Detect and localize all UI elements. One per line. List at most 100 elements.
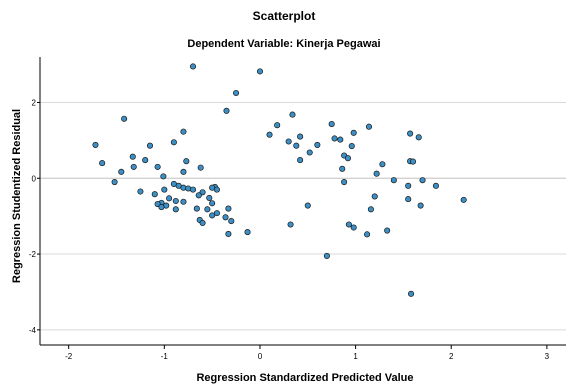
- data-point: [364, 231, 371, 238]
- data-point: [314, 141, 321, 148]
- data-point: [158, 204, 165, 211]
- data-point: [348, 143, 355, 150]
- data-point: [204, 206, 211, 213]
- data-point: [297, 157, 304, 164]
- data-point: [130, 163, 137, 170]
- data-point: [99, 160, 106, 167]
- data-point: [225, 230, 232, 238]
- data-point: [341, 179, 348, 186]
- data-point: [172, 197, 179, 205]
- y-tick-label: -2: [29, 250, 37, 259]
- data-point: [285, 138, 292, 145]
- data-point: [371, 193, 378, 200]
- data-point: [137, 188, 144, 195]
- data-point: [154, 163, 161, 170]
- data-point: [274, 122, 281, 129]
- data-point: [405, 196, 412, 203]
- data-point: [166, 195, 173, 202]
- data-point: [213, 210, 220, 217]
- data-point: [146, 142, 154, 149]
- data-point: [193, 205, 200, 212]
- data-point: [345, 221, 352, 228]
- data-point: [415, 134, 422, 141]
- chart-title: Scatterplot: [253, 9, 316, 23]
- data-point: [379, 161, 386, 168]
- x-tick-label: 2: [449, 352, 454, 361]
- data-point: [195, 192, 202, 199]
- data-point: [199, 219, 206, 227]
- data-point: [419, 177, 426, 184]
- data-point: [337, 136, 344, 143]
- data-point: [384, 227, 391, 234]
- data-point: [405, 182, 412, 189]
- data-point: [172, 206, 179, 213]
- data-point: [180, 128, 187, 135]
- data-point: [225, 205, 232, 212]
- data-point: [297, 133, 304, 140]
- data-point: [206, 194, 213, 202]
- data-point: [209, 200, 216, 207]
- data-point: [390, 177, 397, 184]
- data-point: [129, 153, 136, 160]
- data-point: [209, 212, 216, 219]
- data-point: [323, 252, 330, 259]
- data-point: [233, 89, 240, 97]
- data-point: [373, 170, 380, 177]
- data-point: [183, 158, 190, 165]
- y-tick-label: 2: [32, 98, 37, 107]
- data-point: [350, 129, 357, 136]
- data-point: [121, 115, 128, 122]
- data-point: [118, 168, 125, 175]
- data-point: [367, 206, 374, 213]
- data-point: [331, 135, 338, 142]
- data-point: [293, 142, 300, 149]
- data-point: [213, 186, 220, 193]
- data-point: [180, 198, 187, 205]
- data-point: [189, 63, 197, 70]
- data-point: [223, 107, 230, 114]
- data-point: [407, 130, 414, 137]
- data-point: [460, 196, 467, 203]
- data-point: [339, 165, 346, 172]
- x-tick-label: -1: [161, 352, 169, 361]
- plot-area: 2 0 -2 -4 -2 -1 0 1 2 3: [29, 57, 566, 361]
- data-point: [244, 229, 251, 236]
- data-point: [222, 214, 229, 221]
- data-point: [92, 141, 99, 148]
- data-point: [161, 186, 168, 193]
- data-point: [189, 186, 197, 193]
- chart-subtitle: Dependent Variable: Kinerja Pegawai: [187, 38, 380, 50]
- y-tick-label: 0: [32, 174, 37, 183]
- y-axis-title: Regression Studentized Residual: [11, 109, 23, 283]
- x-tick-label: 0: [258, 352, 263, 361]
- data-point: [289, 111, 296, 118]
- data-point: [180, 168, 187, 175]
- data-point: [409, 158, 417, 165]
- x-tick-label: -2: [65, 352, 73, 361]
- data-point: [432, 182, 439, 189]
- data-point: [408, 290, 415, 297]
- x-tick-label: 3: [545, 352, 550, 361]
- data-point: [256, 68, 264, 75]
- data-point: [170, 139, 177, 146]
- data-point: [306, 149, 313, 156]
- data-point: [111, 179, 118, 186]
- data-point: [344, 155, 351, 162]
- x-tick-label: 1: [353, 352, 358, 361]
- data-point: [160, 173, 167, 180]
- data-point: [350, 224, 357, 231]
- y-tick-label: -4: [29, 326, 37, 335]
- data-point: [197, 164, 204, 171]
- data-point: [365, 123, 373, 130]
- data-point: [151, 191, 158, 198]
- data-point: [142, 157, 149, 164]
- data-point: [304, 202, 311, 209]
- data-point: [228, 218, 235, 225]
- x-axis-title: Regression Standardized Predicted Value: [196, 372, 413, 384]
- data-point: [266, 131, 273, 138]
- data-point: [328, 121, 335, 128]
- data-point: [417, 202, 424, 209]
- data-point: [287, 221, 294, 228]
